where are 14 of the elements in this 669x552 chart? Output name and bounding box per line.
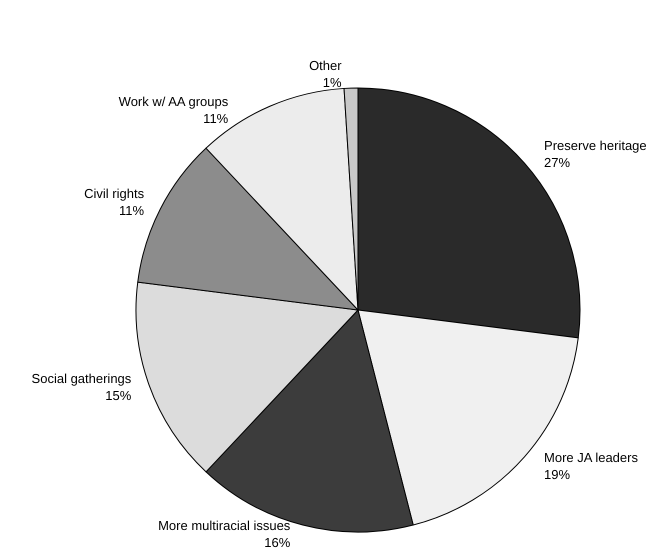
data-label: 19% bbox=[544, 467, 570, 482]
slice-label: Civil rights bbox=[84, 186, 145, 202]
slice-label: More multiracial issues bbox=[158, 518, 291, 533]
data-label: 16% bbox=[264, 535, 291, 550]
data-label: 11% bbox=[203, 111, 229, 126]
data-label: 27% bbox=[544, 154, 570, 170]
slice-label: Social gatherings bbox=[32, 370, 132, 386]
slice-label: Other bbox=[309, 58, 342, 74]
slice-label: Work w/ AA groups bbox=[118, 94, 229, 110]
slice-label: More JA leaders bbox=[544, 450, 638, 466]
slice-label: Preserve heritage bbox=[544, 138, 647, 153]
data-label: 15% bbox=[105, 388, 132, 403]
data-label: 1% bbox=[322, 75, 342, 90]
data-label: 11% bbox=[119, 203, 145, 218]
